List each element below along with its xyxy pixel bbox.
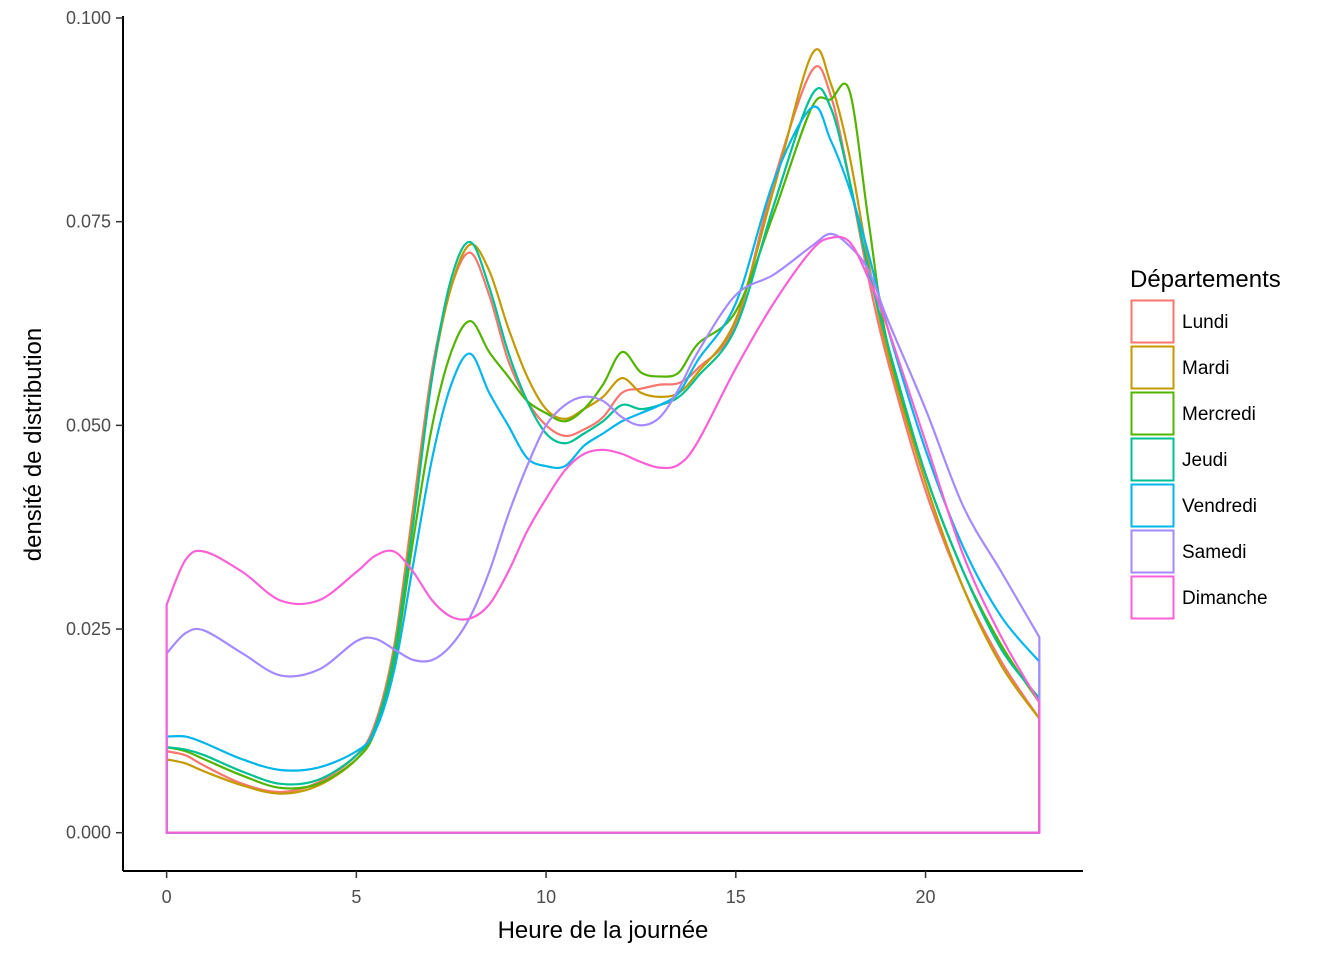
- legend-label-lundi: Lundi: [1182, 312, 1229, 333]
- legend-key-vendredi: [1130, 483, 1175, 528]
- x-tick-label: 20: [916, 887, 936, 907]
- legend-label-mercredi: Mercredi: [1182, 404, 1256, 425]
- series-dimanche-line: [165, 235, 1041, 834]
- legend-items: Lundi Mardi Mercredi Jeudi Vendredi Samedi Dim…: [1130, 299, 1268, 620]
- legend-label-vendredi: Vendredi: [1182, 496, 1257, 517]
- x-tick-label: 15: [726, 887, 746, 907]
- y-ticks: 0.000 0.025 0.050 0.075 0.100: [66, 8, 123, 843]
- y-tick-label: 0.050: [66, 415, 111, 435]
- legend-label-jeudi: Jeudi: [1182, 450, 1227, 471]
- y-tick-label: 0.100: [66, 8, 111, 28]
- x-axis-title: Heure de la journée: [498, 917, 709, 944]
- y-tick-label: 0.075: [66, 212, 111, 232]
- legend-label-dimanche: Dimanche: [1182, 588, 1268, 609]
- legend-key-jeudi: [1130, 437, 1175, 482]
- axes: 0.000 0.025 0.050 0.075 0.100 0 5 10 15 20: [66, 8, 1083, 907]
- legend-key-dimanche: [1130, 575, 1175, 620]
- x-tick-label: 0: [162, 887, 172, 907]
- legend-key-samedi: [1130, 529, 1175, 574]
- legend-key-mercredi: [1130, 391, 1175, 436]
- legend-key-mardi: [1130, 345, 1175, 390]
- legend-label-mardi: Mardi: [1182, 358, 1230, 379]
- series-jeudi-line: [165, 87, 1041, 834]
- y-axis-title: densité de distribution: [20, 328, 47, 561]
- series-vendredi-line: [165, 105, 1041, 834]
- series-samedi-line: [165, 232, 1041, 834]
- x-tick-label: 10: [536, 887, 556, 907]
- y-tick-label: 0.025: [66, 619, 111, 639]
- series-mardi-line: [165, 48, 1041, 834]
- legend: Départements Lundi Mardi Mercredi Jeudi Vend…: [1130, 266, 1281, 620]
- plot-area: [165, 48, 1041, 834]
- x-tick-label: 5: [351, 887, 361, 907]
- legend-key-lundi: [1130, 299, 1175, 344]
- legend-title: Départements: [1130, 266, 1281, 293]
- x-ticks: 0 5 10 15 20: [162, 871, 936, 907]
- series-mercredi-line: [165, 82, 1041, 834]
- series-layer: [165, 48, 1041, 834]
- y-tick-label: 0.000: [66, 823, 111, 843]
- legend-label-samedi: Samedi: [1182, 542, 1246, 563]
